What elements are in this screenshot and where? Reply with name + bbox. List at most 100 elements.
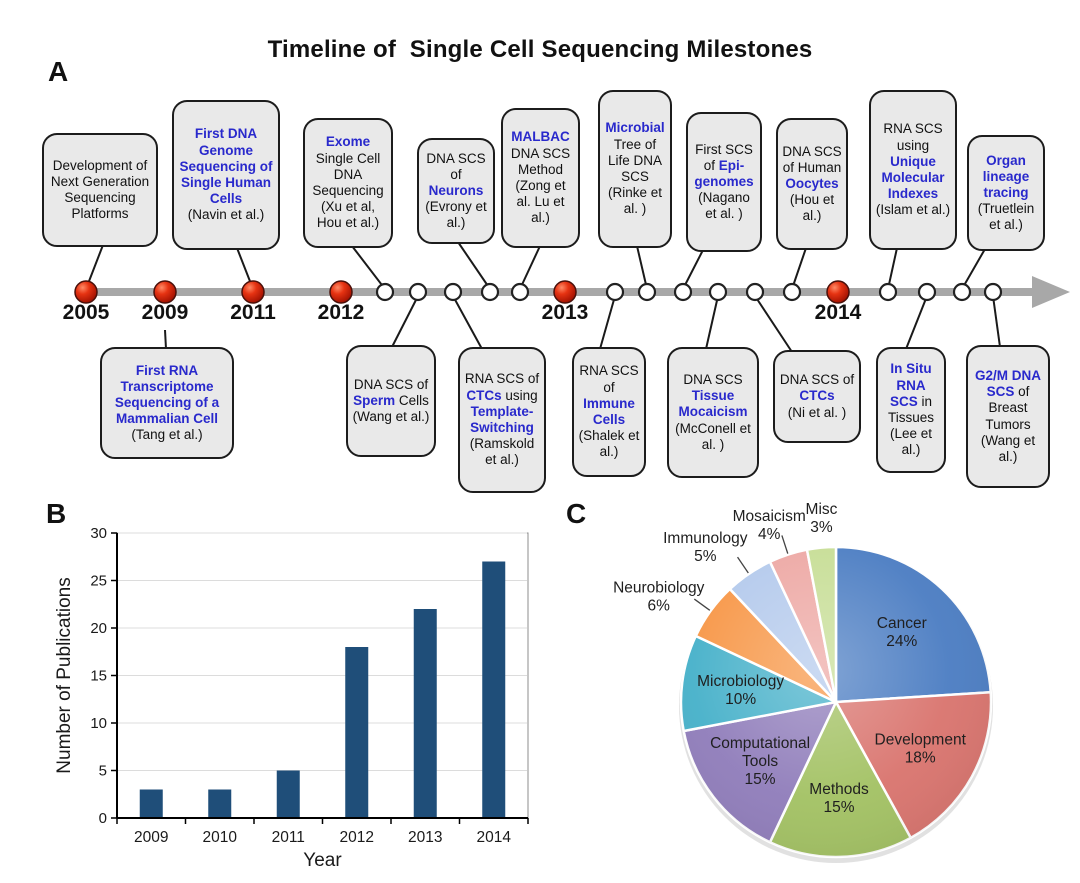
pie-leader-line [737,556,749,574]
x-axis-title: Year [303,850,342,871]
x-tick-label: 2014 [477,829,512,846]
milestone-text-highlight: First DNA Genome Sequencing of Single Hu… [179,126,273,207]
bar-2012 [345,647,369,818]
bar-2011 [276,770,300,818]
milestone-box-shalek: RNA SCS of Immune Cells (Shalek et al.) [572,347,646,477]
bar-2009 [139,789,163,818]
connector-islam [887,247,898,290]
pie-label-cancer: 24% [886,633,917,650]
x-tick-label: 2009 [134,829,168,846]
milestone-text-plain: (Islam et al.) [875,202,951,218]
milestone-text-highlight: Immune Cells [583,395,635,427]
pie-label-mosaicism: 4% [758,526,781,543]
milestone-text-highlight: Microbial [605,120,665,136]
milestone-text-plain: DNA SCS of Human [782,143,842,175]
pie-label-methods: Methods [809,781,869,798]
milestone-text-plain: using [501,387,538,403]
pie-label-development: Development [875,731,967,748]
connector-ni [754,295,793,353]
pie-label-immunology: Immunology [663,530,748,547]
milestone-text-plain: DNA SCS of [426,150,486,182]
bar-2010 [208,789,232,818]
milestone-box-malbac: MALBAC DNA SCS Method (Zong et al. Lu et … [501,108,580,248]
figure-title: Timeline of Single Cell Sequencing Miles… [267,36,813,63]
pie-label-computational-tools: Tools [742,753,778,770]
connector-tang [164,329,167,350]
milestone-text: Development of Next Generation Sequencin… [48,158,152,223]
milestone-box-wang-g2m: G2/M DNA SCS of Breast Tumors (Wang et a… [966,345,1050,488]
milestone-text-highlight: Tissue Mocaicism [678,388,748,420]
y-tick-label: 15 [90,668,107,685]
milestone-text: First DNA Genome Sequencing of Single Hu… [178,126,274,223]
pie-label-development: 18% [905,749,936,766]
milestone-text: DNA SCS of Neurons (Evrony et al.) [423,151,489,232]
connector-exome [351,245,386,290]
y-axis-title: Number of Publications [54,577,75,773]
timeline-dot-white [375,282,395,302]
y-tick-label: 25 [90,573,107,590]
connector-shalek [599,295,616,350]
timeline-dot-white [480,282,500,302]
timeline-dot-white [605,282,625,302]
milestone-text: DNA SCS of Human Oocytes (Hou et al.) [782,144,842,225]
timeline-dot-white [673,282,693,302]
milestone-box-islam: RNA SCS using Unique Molecular Indexes (I… [869,90,957,250]
milestone-text-plain: (Navin et al.) [187,207,265,223]
milestone-text: RNA SCS using Unique Molecular Indexes (I… [875,121,951,218]
timeline-dot-white [745,282,765,302]
milestone-text-highlight: CTCs [466,387,502,403]
milestone-box-rinke: Microbial Tree of Life DNA SCS (Rinke et … [598,90,672,248]
milestone-text-plain: DNA SCS Method (Zong et al. Lu et al.) [510,145,571,226]
bar-2014 [482,561,506,818]
connector-truetlein [961,248,986,290]
milestone-text: Microbial Tree of Life DNA SCS (Rinke et … [604,120,666,217]
milestone-box-mcconell: DNA SCS Tissue Mocaicism (McConell et al.… [667,347,759,478]
milestone-text: In Situ RNA SCS in Tissues (Lee et al.) [882,361,940,458]
pie-label-immunology: 5% [694,548,717,565]
milestone-text: G2/M DNA SCS of Breast Tumors (Wang et a… [972,368,1044,465]
year-label-2009: 2009 [141,301,189,324]
milestone-text-plain: RNA SCS of [579,363,639,395]
milestone-box-ramskold: RNA SCS of CTCs using Template-Switching… [458,347,546,493]
x-tick-label: 2013 [408,829,442,846]
timeline-arrowhead-icon [1032,276,1070,308]
milestone-box-oocytes: DNA SCS of Human Oocytes (Hou et al.) [776,118,848,250]
connector-wang-g2m [992,295,1001,348]
milestone-text-highlight: G2/M DNA SCS [974,367,1041,400]
milestone-text: DNA SCS Tissue Mocaicism (McConell et al.… [673,372,753,453]
y-tick-label: 30 [90,525,107,542]
milestone-text-highlight: Organ lineage tracing [982,152,1030,200]
milestone-text-highlight: Unique Molecular Indexes [881,153,945,202]
timeline-dot-red [74,280,98,304]
timeline-graphic [74,241,1070,353]
milestone-box-exome: Exome Single Cell DNA Sequencing (Xu et a… [303,118,393,248]
y-tick-label: 5 [99,763,107,780]
milestone-text-highlight: Exome [325,134,371,150]
milestone-text-plain: (McConell et al. ) [675,420,751,452]
connector-sperm [391,295,419,348]
y-tick-label: 0 [99,810,107,827]
milestone-text-highlight: First RNA Transcriptome Sequencing of a … [114,362,220,427]
milestone-text: MALBAC DNA SCS Method (Zong et al. Lu et … [507,129,574,226]
milestone-text-plain: in Tissues (Lee et al.) [887,393,934,458]
connector-mcconell [705,295,719,350]
timeline-dot-red [241,280,265,304]
year-label-2005: 2005 [62,301,110,324]
timeline-dot-white [983,282,1003,302]
pie-label-cancer: Cancer [877,615,927,632]
pie-label-computational-tools: 15% [745,771,776,788]
milestone-text-highlight: Template-Switching [470,403,534,435]
pie-label-methods: 15% [824,799,855,816]
pie-leader-line [693,598,711,611]
pie-label-microbiology: Microbiology [697,673,784,690]
milestone-box-ni: DNA SCS of CTCs (Ni et al. ) [773,350,861,443]
milestone-text: RNA SCS of CTCs using Template-Switching… [464,371,540,468]
milestone-box-nagano: First SCS of Epi-genomes (Nagano et al. … [686,112,762,252]
milestone-box-evrony: DNA SCS of Neurons (Evrony et al.) [417,138,495,244]
milestone-text-plain: (Evrony et al.) [425,199,487,231]
timeline-dot-red [553,280,577,304]
milestone-text-plain: Single Cell DNA Sequencing (Xu et al, Ho… [312,150,384,231]
timeline-dot-red [826,280,850,304]
timeline-dot-white [782,282,802,302]
milestone-text-plain: RNA SCS of [464,371,540,387]
